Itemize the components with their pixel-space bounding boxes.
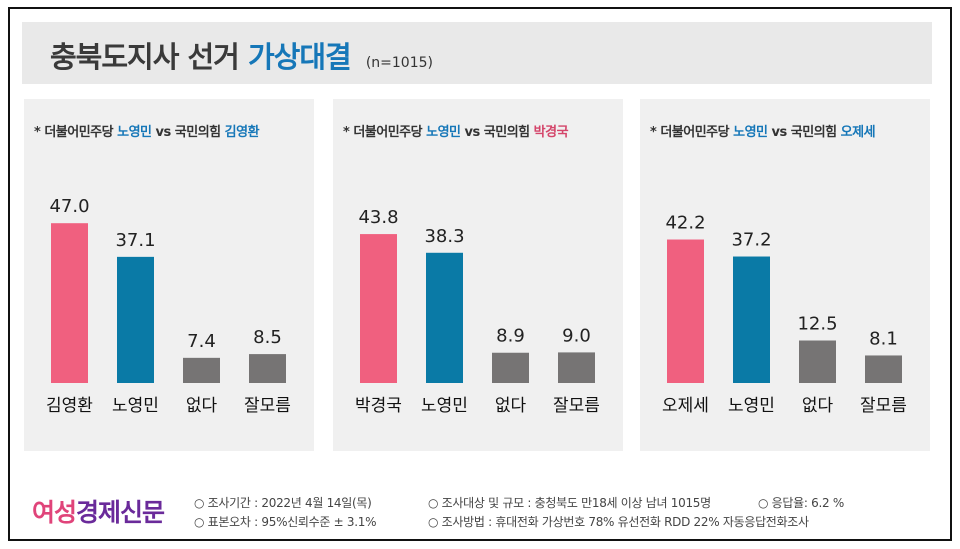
value-label: 38.3 bbox=[424, 226, 464, 247]
logo-part2: 경제신문 bbox=[76, 498, 165, 527]
heading-vs: vs 국민의힘 bbox=[771, 125, 838, 140]
category-label: 노영민 bbox=[421, 396, 468, 416]
category-label: 잘모름 bbox=[244, 396, 291, 416]
value-label: 12.5 bbox=[797, 314, 837, 335]
bar-잘모름 bbox=[865, 355, 902, 383]
panel-park: * 더불어민주당 노영민 vs 국민의힘 박경국 43.8 박경국 38.3 노영민 8… bbox=[333, 99, 623, 451]
title-accent: 가상대결 bbox=[247, 40, 352, 74]
heading-ppp-candidate: 박경국 bbox=[533, 125, 569, 140]
survey-period: ○ 조사기간 : 2022년 4월 14일(목) bbox=[194, 496, 372, 510]
heading-dem-candidate: 노영민 bbox=[117, 125, 152, 140]
heading-vs: vs 국민의힘 bbox=[464, 125, 531, 140]
category-label: 잘모름 bbox=[553, 396, 600, 416]
survey-method: ○ 조사방법 : 휴대전화 가상번호 78% 유선전화 RDD 22% 자동응답… bbox=[428, 515, 809, 529]
value-label: 43.8 bbox=[358, 207, 398, 228]
panel-heading: * 더불어민주당 노영민 vs 국민의힘 오제세 bbox=[650, 121, 876, 140]
bar-노영민 bbox=[117, 256, 154, 383]
category-label: 김영환 bbox=[46, 396, 93, 416]
bar-chart-kim: 47.0 김영환 37.1 노영민 7.4 없다 8.5 잘모름 bbox=[46, 196, 291, 416]
bar-노영민 bbox=[426, 252, 463, 383]
survey-target: ○ 조사대상 및 규모 : 충청북도 만18세 이상 남녀 1015명 bbox=[428, 496, 711, 510]
panel-oh: * 더불어민주당 노영민 vs 국민의힘 오제세 42.2 오제세 37.2 노영민 1… bbox=[640, 99, 930, 451]
category-label: 노영민 bbox=[728, 396, 775, 416]
value-label: 8.5 bbox=[253, 327, 282, 348]
heading-vs: vs 국민의힘 bbox=[155, 125, 222, 140]
value-label: 47.0 bbox=[49, 196, 89, 217]
bar-노영민 bbox=[733, 256, 770, 383]
heading-ppp-candidate: 김영환 bbox=[224, 125, 260, 140]
category-label: 박경국 bbox=[355, 396, 402, 416]
panel-heading: * 더불어민주당 노영민 vs 국민의힘 김영환 bbox=[34, 121, 260, 140]
value-label: 42.2 bbox=[665, 213, 705, 234]
heading-prefix: * 더불어민주당 bbox=[343, 125, 423, 140]
bar-chart-park: 43.8 박경국 38.3 노영민 8.9 없다 9.0 잘모름 bbox=[355, 207, 600, 416]
panel-heading: * 더불어민주당 노영민 vs 국민의힘 박경국 bbox=[343, 121, 569, 140]
panel-kim: * 더불어민주당 노영민 vs 국민의힘 김영환 47.0 김영환 37.1 노영민 7… bbox=[24, 99, 314, 451]
bar-chart-oh: 42.2 오제세 37.2 노영민 12.5 없다 8.1 잘모름 bbox=[662, 213, 907, 416]
value-label: 8.1 bbox=[869, 328, 898, 349]
bar-없다 bbox=[183, 357, 220, 383]
sampling-error: ○ 표본오차 : 95%신뢰수준 ± 3.1% bbox=[194, 515, 377, 529]
category-label: 노영민 bbox=[112, 396, 159, 416]
heading-dem-candidate: 노영민 bbox=[733, 125, 768, 140]
bar-없다 bbox=[799, 340, 836, 383]
title-main: 충북도지사 선거 bbox=[50, 40, 240, 74]
bar-오제세 bbox=[667, 239, 704, 383]
page-title: 충북도지사 선거 가상대결 (n=1015) bbox=[50, 34, 433, 76]
footer: 여성경제신문 ○ 조사기간 : 2022년 4월 14일(목) ○ 조사대상 및… bbox=[22, 490, 932, 534]
heading-prefix: * 더불어민주당 bbox=[34, 125, 114, 140]
heading-prefix: * 더불어민주당 bbox=[650, 125, 730, 140]
bar-잘모름 bbox=[558, 352, 595, 383]
value-label: 37.2 bbox=[731, 230, 771, 251]
bar-박경국 bbox=[360, 234, 397, 383]
title-bar: 충북도지사 선거 가상대결 (n=1015) bbox=[22, 22, 932, 84]
response-rate: ○ 응답율: 6.2 % bbox=[758, 496, 844, 510]
category-label: 없다 bbox=[186, 396, 218, 416]
value-label: 37.1 bbox=[115, 230, 155, 251]
bar-김영환 bbox=[51, 223, 88, 383]
value-label: 9.0 bbox=[562, 325, 591, 346]
value-label: 7.4 bbox=[187, 331, 216, 352]
heading-dem-candidate: 노영민 bbox=[426, 125, 461, 140]
logo-part1: 여성 bbox=[32, 498, 77, 527]
category-label: 오제세 bbox=[662, 396, 709, 416]
category-label: 없다 bbox=[802, 396, 834, 416]
publisher-logo: 여성경제신문 bbox=[32, 493, 165, 529]
sample-size: (n=1015) bbox=[365, 55, 433, 71]
category-label: 없다 bbox=[495, 396, 527, 416]
bar-잘모름 bbox=[249, 354, 286, 383]
value-label: 8.9 bbox=[496, 326, 525, 347]
category-label: 잘모름 bbox=[860, 396, 907, 416]
heading-ppp-candidate: 오제세 bbox=[840, 125, 876, 140]
bar-없다 bbox=[492, 352, 529, 383]
